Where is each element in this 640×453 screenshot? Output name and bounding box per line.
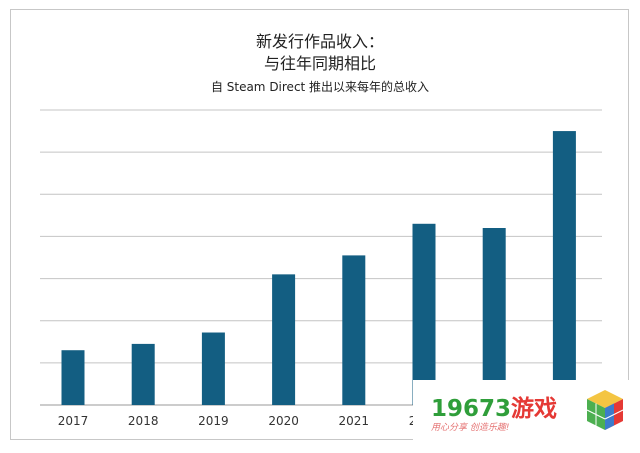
site-watermark: 19673游戏 用心分享 创造乐趣! [413, 380, 629, 440]
bar-2017 [61, 350, 85, 405]
chart-frame [10, 9, 629, 440]
bar-2021 [342, 255, 366, 405]
x-tick-label-2018: 2018 [128, 414, 159, 428]
bar-2023 [482, 228, 506, 405]
watermark-digits: 19673 [431, 396, 512, 422]
bar-2020 [272, 274, 296, 405]
bar-2019 [201, 332, 225, 405]
bar-2022 [412, 223, 436, 405]
chart-subtitle: 自 Steam Direct 推出以来每年的总收入 [210, 80, 430, 94]
x-tick-label-2019: 2019 [198, 414, 229, 428]
x-tick-label-2017: 2017 [58, 414, 89, 428]
watermark-game-text: 游戏 [511, 396, 558, 422]
watermark-slogan: 用心分享 创造乐趣! [431, 423, 510, 433]
chart-title-line1: 新发行作品收入： [255, 32, 384, 51]
x-tick-label-2021: 2021 [339, 414, 370, 428]
bar-2018 [131, 343, 155, 405]
chart-title-line2: 与往年同期相比 [263, 54, 376, 73]
x-tick-label-2020: 2020 [268, 414, 299, 428]
watermark-logo-text: 19673游戏 [431, 389, 557, 423]
bar-2024 [552, 131, 576, 406]
cube-logo-icon [586, 390, 624, 430]
